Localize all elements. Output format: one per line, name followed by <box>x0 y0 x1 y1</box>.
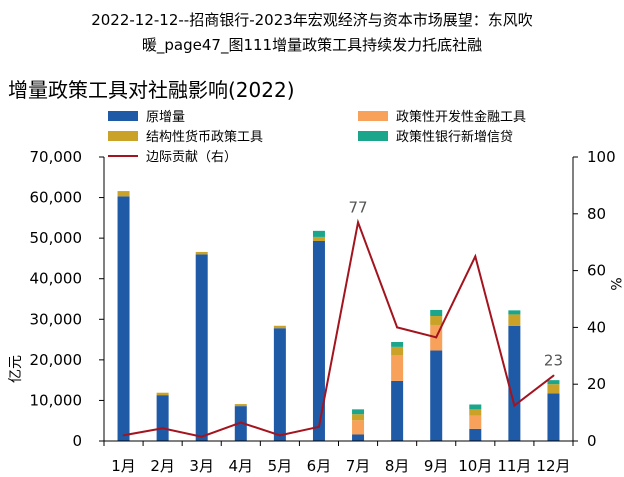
bar-segment-4 <box>391 342 403 347</box>
bar-segment-1 <box>469 429 481 441</box>
line-layer: 77 23 <box>123 198 563 437</box>
bar-segment-4 <box>430 310 442 316</box>
line-point <box>513 405 515 407</box>
bar-segment-1 <box>508 326 520 441</box>
line-point <box>123 434 125 436</box>
y-tick-label-left: 0 <box>72 432 82 450</box>
bar-segment-4 <box>469 404 481 409</box>
x-tick-label: 11月 <box>497 457 531 475</box>
bar-segment-1 <box>196 254 208 441</box>
y-tick-label-right: 100 <box>587 148 616 166</box>
y-tick-label-left: 50,000 <box>30 229 83 247</box>
bar-segment-2 <box>391 355 403 381</box>
line-point <box>435 336 437 338</box>
line-point <box>552 375 554 377</box>
y-axis-label-left: 亿元 <box>8 355 24 383</box>
y-axis-label-right: % <box>607 277 623 290</box>
bar-segment-1 <box>274 328 286 441</box>
y-tick-label-left: 60,000 <box>30 189 83 207</box>
x-tick-label: 9月 <box>424 457 449 475</box>
bar-segment-4 <box>313 231 325 237</box>
x-tick-label: 4月 <box>229 457 254 475</box>
bar-segment-3 <box>157 393 169 395</box>
data-label: 23 <box>544 352 563 370</box>
x-tick-label: 10月 <box>458 457 492 475</box>
bar-segment-3 <box>274 326 286 328</box>
bar-segment-3 <box>391 347 403 355</box>
x-tick-label: 3月 <box>189 457 214 475</box>
bar-segment-1 <box>157 395 169 441</box>
bar-segment-1 <box>547 394 559 441</box>
y-tick-label-right: 40 <box>587 318 606 336</box>
bar-segment-2 <box>352 420 364 434</box>
bar-segment-1 <box>430 351 442 441</box>
bar-segment-3 <box>430 316 442 325</box>
x-tick-label: 6月 <box>307 457 332 475</box>
line-point <box>162 427 164 429</box>
line-point <box>279 434 281 436</box>
bar-segment-3 <box>313 237 325 241</box>
bar-segment-1 <box>391 381 403 441</box>
y-tick-label-right: 60 <box>587 262 606 280</box>
line-point <box>201 436 203 438</box>
line-point <box>357 221 359 223</box>
y-tick-label-right: 0 <box>587 432 597 450</box>
line-point <box>318 426 320 428</box>
bar-segment-3 <box>547 384 559 393</box>
bar-segment-1 <box>352 435 364 441</box>
bars-layer <box>118 191 560 441</box>
bar-segment-3 <box>352 414 364 420</box>
x-tick-label: 8月 <box>385 457 410 475</box>
bar-segment-3 <box>235 404 247 406</box>
x-tick-label: 2月 <box>150 457 175 475</box>
line-point <box>474 255 476 257</box>
bar-segment-1 <box>313 241 325 441</box>
y-tick-label-left: 20,000 <box>30 351 83 369</box>
line-point <box>240 422 242 424</box>
y-tick-label-left: 10,000 <box>30 391 83 409</box>
x-tick-label: 1月 <box>111 457 136 475</box>
bar-segment-2 <box>469 415 481 428</box>
bar-segment-3 <box>196 252 208 254</box>
x-tick-label: 12月 <box>536 457 570 475</box>
y-tick-label-right: 80 <box>587 205 606 223</box>
data-label: 77 <box>348 198 367 216</box>
y-tick-label-right: 20 <box>587 375 606 393</box>
marginal-contribution-line <box>124 222 554 436</box>
bar-segment-4 <box>352 409 364 414</box>
bar-segment-3 <box>469 409 481 415</box>
y-tick-label-left: 70,000 <box>30 148 83 166</box>
x-tick-label: 7月 <box>346 457 371 475</box>
y-tick-label-left: 40,000 <box>30 270 83 288</box>
y-tick-label-left: 30,000 <box>30 310 83 328</box>
bar-segment-4 <box>508 310 520 314</box>
line-point <box>396 326 398 328</box>
bar-segment-1 <box>118 196 130 441</box>
bar-segment-4 <box>547 380 559 384</box>
bar-segment-3 <box>118 191 130 196</box>
x-tick-label: 5月 <box>268 457 293 475</box>
bar-segment-3 <box>508 314 520 325</box>
